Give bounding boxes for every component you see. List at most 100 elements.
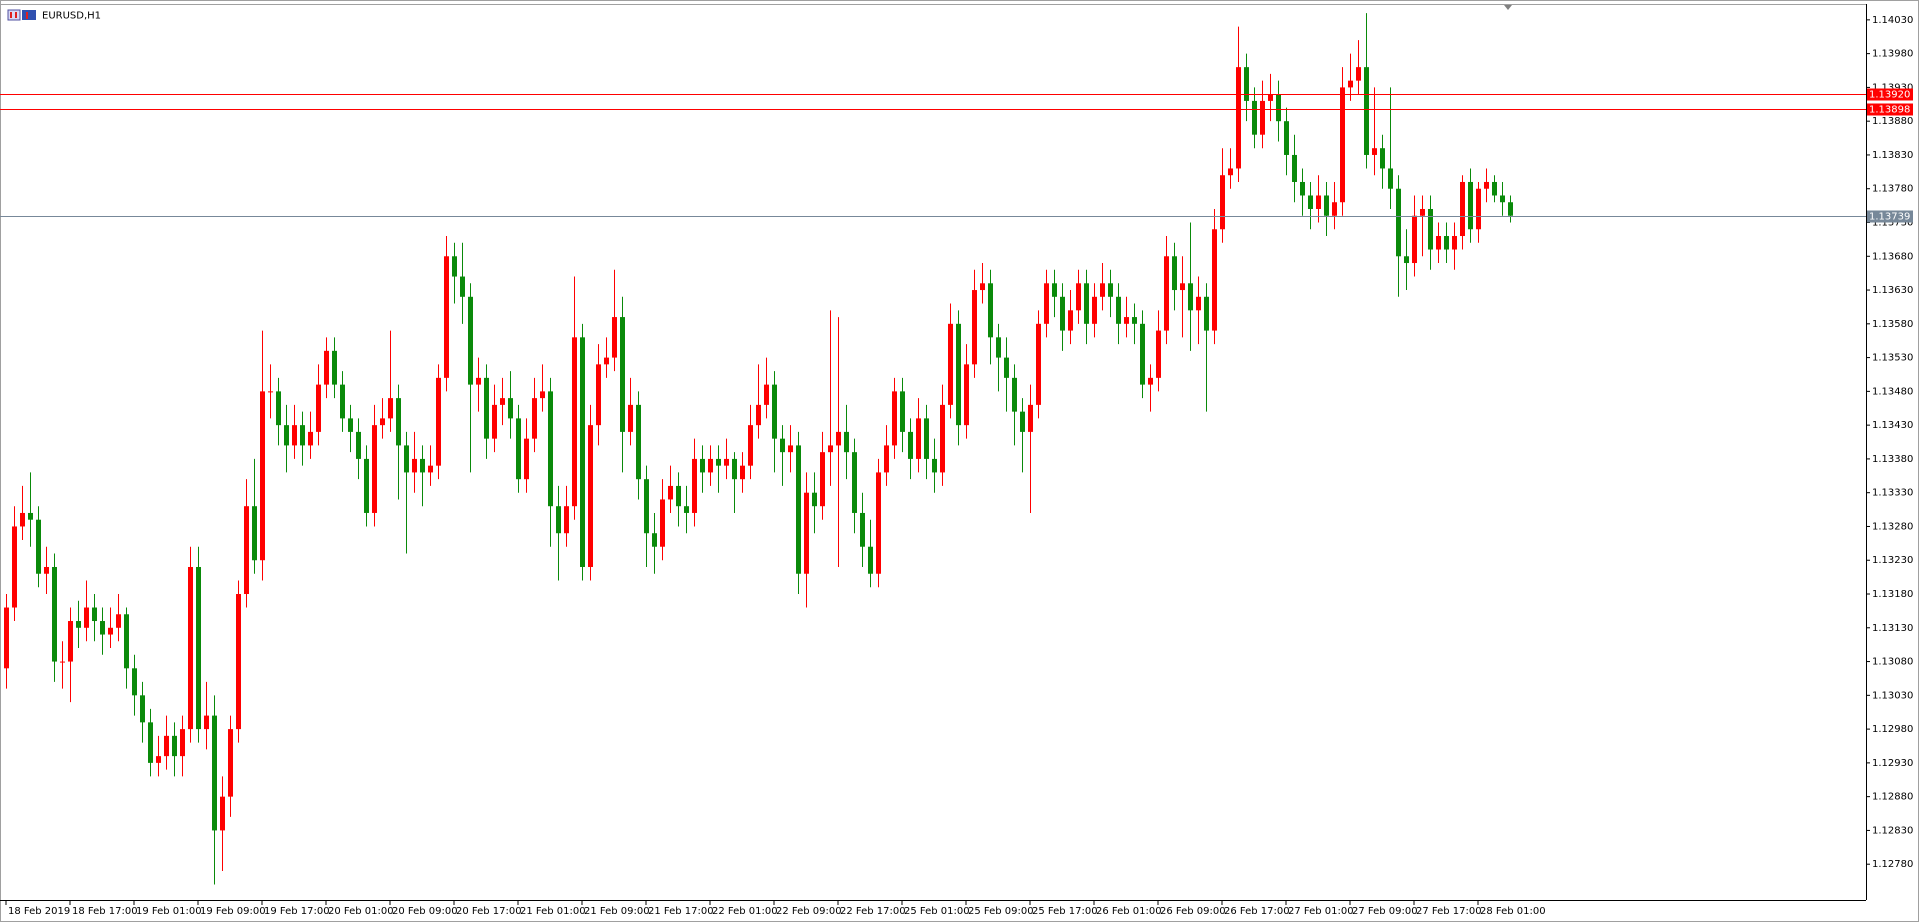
candle-body	[1244, 67, 1249, 101]
candle-body	[1268, 94, 1273, 101]
candle-body	[972, 290, 977, 365]
candle-body	[1356, 67, 1361, 81]
y-tick-label: 1.13930	[1872, 82, 1913, 93]
candle-body	[556, 506, 561, 534]
candle-body	[700, 458, 705, 473]
candle-body	[1460, 181, 1465, 237]
candle-body	[1196, 296, 1201, 311]
candle-body	[492, 404, 497, 439]
candle-body	[380, 418, 385, 426]
x-tick-label: 19 Feb 01:00	[136, 906, 202, 917]
candle-body	[596, 364, 601, 426]
candle-body	[236, 594, 241, 730]
candle-body	[668, 485, 673, 500]
candle-body	[1132, 317, 1137, 324]
candle-body	[1428, 208, 1433, 250]
candle-body	[4, 607, 9, 669]
candle-body	[76, 621, 81, 628]
candle-body	[1116, 296, 1121, 324]
candle-body	[1028, 404, 1033, 432]
candle-body	[484, 377, 489, 439]
candle-body	[780, 438, 785, 453]
candle-body	[980, 283, 985, 291]
candle-body	[1436, 236, 1441, 250]
candle-body	[1300, 181, 1305, 196]
candle-body	[844, 431, 849, 453]
candle-body	[908, 431, 913, 459]
candle-body	[28, 512, 33, 520]
x-tick-label: 26 Feb 01:00	[1096, 906, 1162, 917]
candle-body	[124, 614, 129, 669]
candle-body	[1396, 188, 1401, 257]
candle-body	[1332, 202, 1337, 216]
x-tick-label: 20 Feb 01:00	[328, 906, 394, 917]
x-tick-label: 21 Feb 17:00	[648, 906, 714, 917]
candle-body	[1420, 208, 1425, 216]
candle-body	[436, 377, 441, 466]
candle-body	[340, 384, 345, 419]
y-tick-label: 1.13430	[1872, 420, 1913, 431]
candle-body	[1468, 181, 1473, 230]
candle-body	[1044, 283, 1049, 324]
candle-body	[1372, 148, 1377, 155]
candle-body	[404, 445, 409, 473]
candle-body	[1388, 168, 1393, 189]
candle-body	[540, 391, 545, 399]
y-tick-label: 1.13330	[1872, 488, 1913, 499]
candle-body	[860, 512, 865, 547]
candle-body	[396, 398, 401, 446]
x-tick-label: 22 Feb 01:00	[712, 906, 778, 917]
candle-body	[820, 452, 825, 507]
candle-body	[1444, 236, 1449, 250]
candle-body	[300, 425, 305, 446]
candle-body	[36, 519, 41, 574]
candle-body	[1508, 202, 1513, 216]
candle-body	[716, 458, 721, 466]
candle-body	[964, 364, 969, 426]
y-tick-label: 1.13580	[1872, 319, 1913, 330]
y-tick-label: 1.12780	[1872, 859, 1913, 870]
candle-body	[548, 391, 553, 507]
candle-body	[444, 256, 449, 378]
candle-body	[364, 458, 369, 513]
candle-body	[524, 438, 529, 480]
y-tick-label: 1.13880	[1872, 116, 1913, 127]
y-tick-label: 1.12880	[1872, 792, 1913, 803]
bid-line-label: 1.13739	[1869, 212, 1910, 223]
candle-body	[996, 337, 1001, 358]
candle-body	[68, 621, 73, 662]
x-tick-label: 28 Feb 01:00	[1480, 906, 1546, 917]
x-tick-label: 22 Feb 09:00	[776, 906, 842, 917]
level-line-label: 1.13920	[1869, 90, 1910, 101]
candle-body	[100, 621, 105, 635]
candle-body	[1380, 148, 1385, 169]
candle-body	[868, 546, 873, 574]
candle-body	[604, 357, 609, 365]
candle-body	[500, 398, 505, 405]
y-tick-label: 1.13830	[1872, 150, 1913, 161]
y-tick-label: 1.13630	[1872, 285, 1913, 296]
candle-body	[476, 377, 481, 385]
candle-body	[1020, 411, 1025, 432]
candle-body	[1228, 168, 1233, 176]
x-tick-label: 26 Feb 17:00	[1224, 906, 1290, 917]
candle-body	[412, 458, 417, 473]
candle-body	[1172, 256, 1177, 291]
candle-body	[1124, 317, 1129, 324]
candle-body	[1324, 195, 1329, 216]
candle-body	[644, 479, 649, 534]
candle-body	[588, 425, 593, 567]
x-tick-label: 19 Feb 09:00	[200, 906, 266, 917]
candle-body	[692, 458, 697, 513]
candle-body	[564, 506, 569, 534]
candle-body	[244, 506, 249, 595]
x-tick-label: 20 Feb 17:00	[456, 906, 522, 917]
candle-body	[1220, 175, 1225, 230]
icon-part	[7, 9, 21, 21]
candle-body	[636, 404, 641, 480]
candle-body	[1204, 296, 1209, 331]
candle-body	[836, 431, 841, 446]
candle-body	[748, 425, 753, 466]
candle-body	[924, 418, 929, 459]
